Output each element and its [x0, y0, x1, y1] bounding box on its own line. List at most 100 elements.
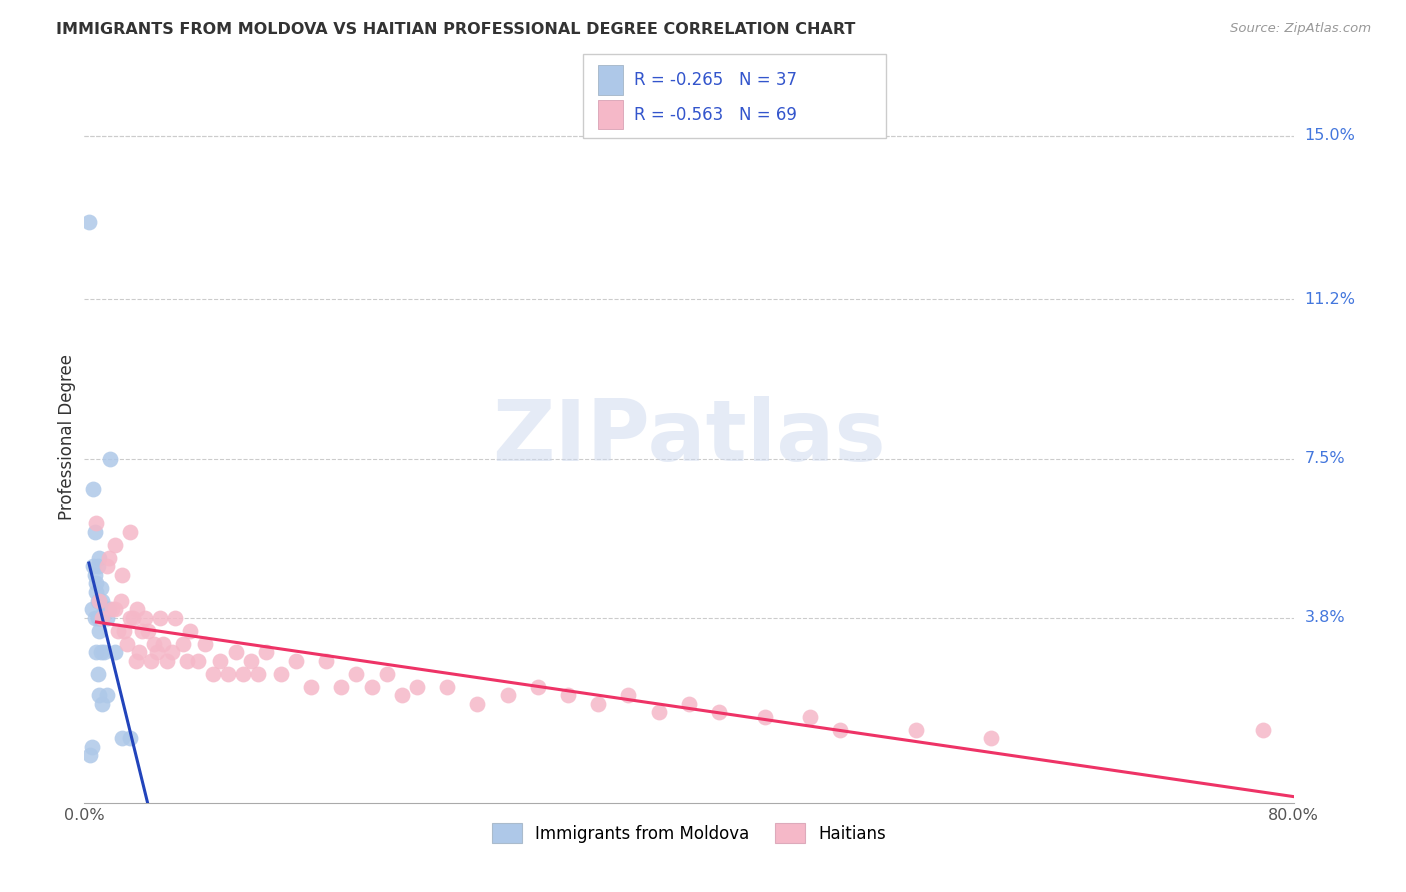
Point	[194, 637, 217, 651]
Point	[904, 723, 927, 737]
Point	[127, 602, 149, 616]
Point	[89, 624, 111, 638]
Point	[217, 666, 239, 681]
Point	[104, 645, 127, 659]
Point	[89, 688, 111, 702]
Point	[172, 637, 194, 651]
Point	[104, 538, 127, 552]
Point	[648, 706, 671, 720]
Point	[678, 697, 700, 711]
Point	[527, 680, 550, 694]
Point	[84, 567, 107, 582]
Point	[96, 559, 118, 574]
Point	[146, 645, 169, 659]
Text: ZIPatlas: ZIPatlas	[492, 395, 886, 479]
Point	[360, 680, 382, 694]
Point	[799, 710, 821, 724]
Point	[406, 680, 429, 694]
Point	[93, 645, 115, 659]
Point	[111, 731, 134, 746]
Point	[115, 637, 138, 651]
Point	[239, 654, 262, 668]
Point	[91, 697, 114, 711]
Point	[89, 550, 111, 565]
Point	[89, 611, 111, 625]
Point	[125, 654, 148, 668]
Point	[152, 637, 174, 651]
Point	[87, 559, 110, 574]
Point	[86, 585, 108, 599]
Point	[136, 624, 159, 638]
Point	[110, 593, 132, 607]
Point	[82, 482, 104, 496]
Text: IMMIGRANTS FROM MOLDOVA VS HAITIAN PROFESSIONAL DEGREE CORRELATION CHART: IMMIGRANTS FROM MOLDOVA VS HAITIAN PROFE…	[56, 22, 856, 37]
Point	[118, 731, 141, 746]
Point	[91, 611, 114, 625]
Point	[149, 611, 172, 625]
Point	[165, 611, 187, 625]
Point	[201, 666, 224, 681]
Point	[104, 602, 127, 616]
Point	[79, 748, 101, 763]
Point	[299, 680, 322, 694]
Point	[90, 645, 112, 659]
Point	[375, 666, 398, 681]
Point	[187, 654, 209, 668]
Point	[330, 680, 353, 694]
Point	[557, 688, 579, 702]
Point	[118, 611, 141, 625]
Point	[82, 559, 104, 574]
Point	[86, 576, 108, 591]
Point	[709, 706, 731, 720]
Point	[100, 602, 122, 616]
Point	[118, 524, 141, 539]
Point	[121, 611, 143, 625]
Point	[160, 645, 183, 659]
Point	[111, 567, 134, 582]
Point	[91, 593, 114, 607]
Point	[139, 654, 162, 668]
Text: 3.8%: 3.8%	[1305, 610, 1346, 625]
Point	[84, 611, 107, 625]
Point	[270, 666, 292, 681]
Point	[87, 666, 110, 681]
Point	[315, 654, 337, 668]
Point	[96, 611, 118, 625]
Text: Source: ZipAtlas.com: Source: ZipAtlas.com	[1230, 22, 1371, 36]
Point	[93, 602, 115, 616]
Point	[97, 550, 120, 565]
Point	[830, 723, 852, 737]
Point	[225, 645, 247, 659]
Point	[77, 215, 100, 229]
Point	[97, 602, 120, 616]
Text: 11.2%: 11.2%	[1305, 292, 1355, 307]
Point	[80, 602, 103, 616]
Point	[89, 593, 111, 607]
Point	[209, 654, 232, 668]
Text: 15.0%: 15.0%	[1305, 128, 1355, 144]
Point	[91, 611, 114, 625]
Point	[107, 624, 129, 638]
Point	[89, 593, 111, 607]
Text: 7.5%: 7.5%	[1305, 451, 1346, 467]
Point	[176, 654, 198, 668]
Point	[285, 654, 308, 668]
Point	[179, 624, 201, 638]
Point	[87, 593, 110, 607]
Point	[980, 731, 1002, 746]
Point	[467, 697, 489, 711]
Point	[232, 666, 254, 681]
Point	[496, 688, 519, 702]
Point	[142, 637, 165, 651]
Point	[346, 666, 368, 681]
Point	[90, 611, 112, 625]
Point	[87, 611, 110, 625]
Point	[94, 602, 117, 616]
Point	[131, 624, 153, 638]
Point	[247, 666, 270, 681]
Point	[156, 654, 179, 668]
Point	[86, 516, 108, 530]
Point	[86, 645, 108, 659]
Point	[588, 697, 610, 711]
Legend: Immigrants from Moldova, Haitians: Immigrants from Moldova, Haitians	[485, 817, 893, 849]
